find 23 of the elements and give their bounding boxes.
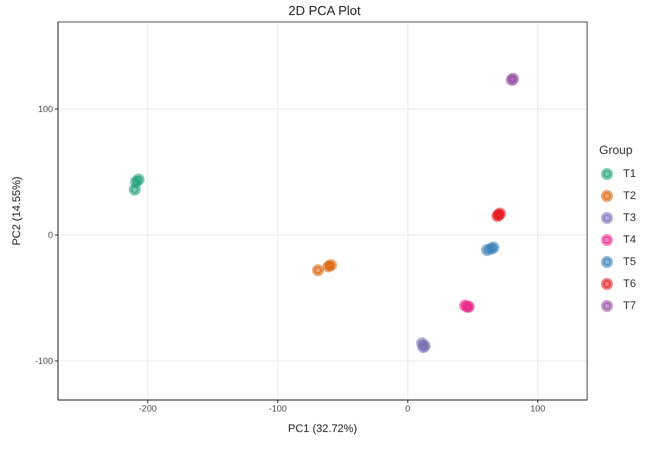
legend-title: Group	[599, 143, 634, 157]
legend-label: T6	[623, 278, 636, 290]
chart-title: 2D PCA Plot	[287, 3, 362, 18]
y-axis-title: PC2 (14.55%)	[10, 176, 23, 246]
y-tick-label: 0	[48, 230, 53, 240]
legend-label: T4	[623, 234, 636, 246]
legend-label: T5	[623, 256, 636, 268]
legend-label: T2	[623, 190, 636, 202]
point	[128, 184, 141, 196]
legend-label: T7	[623, 300, 636, 312]
point	[312, 264, 324, 276]
point	[132, 174, 145, 186]
y-tick-label: 100	[38, 104, 53, 114]
point	[488, 242, 500, 254]
x-tick-label: 0	[405, 403, 410, 414]
legend-label: T3	[623, 212, 636, 224]
x-tick-label: -200	[138, 403, 157, 414]
y-tick-label: -100	[34, 356, 53, 366]
x-axis-title: PC1 (32.72%)	[288, 423, 358, 435]
x-tick-label: 100	[530, 403, 546, 414]
x-tick-label: -100	[268, 403, 287, 414]
legend-label: T1	[623, 168, 636, 180]
point	[325, 259, 338, 272]
